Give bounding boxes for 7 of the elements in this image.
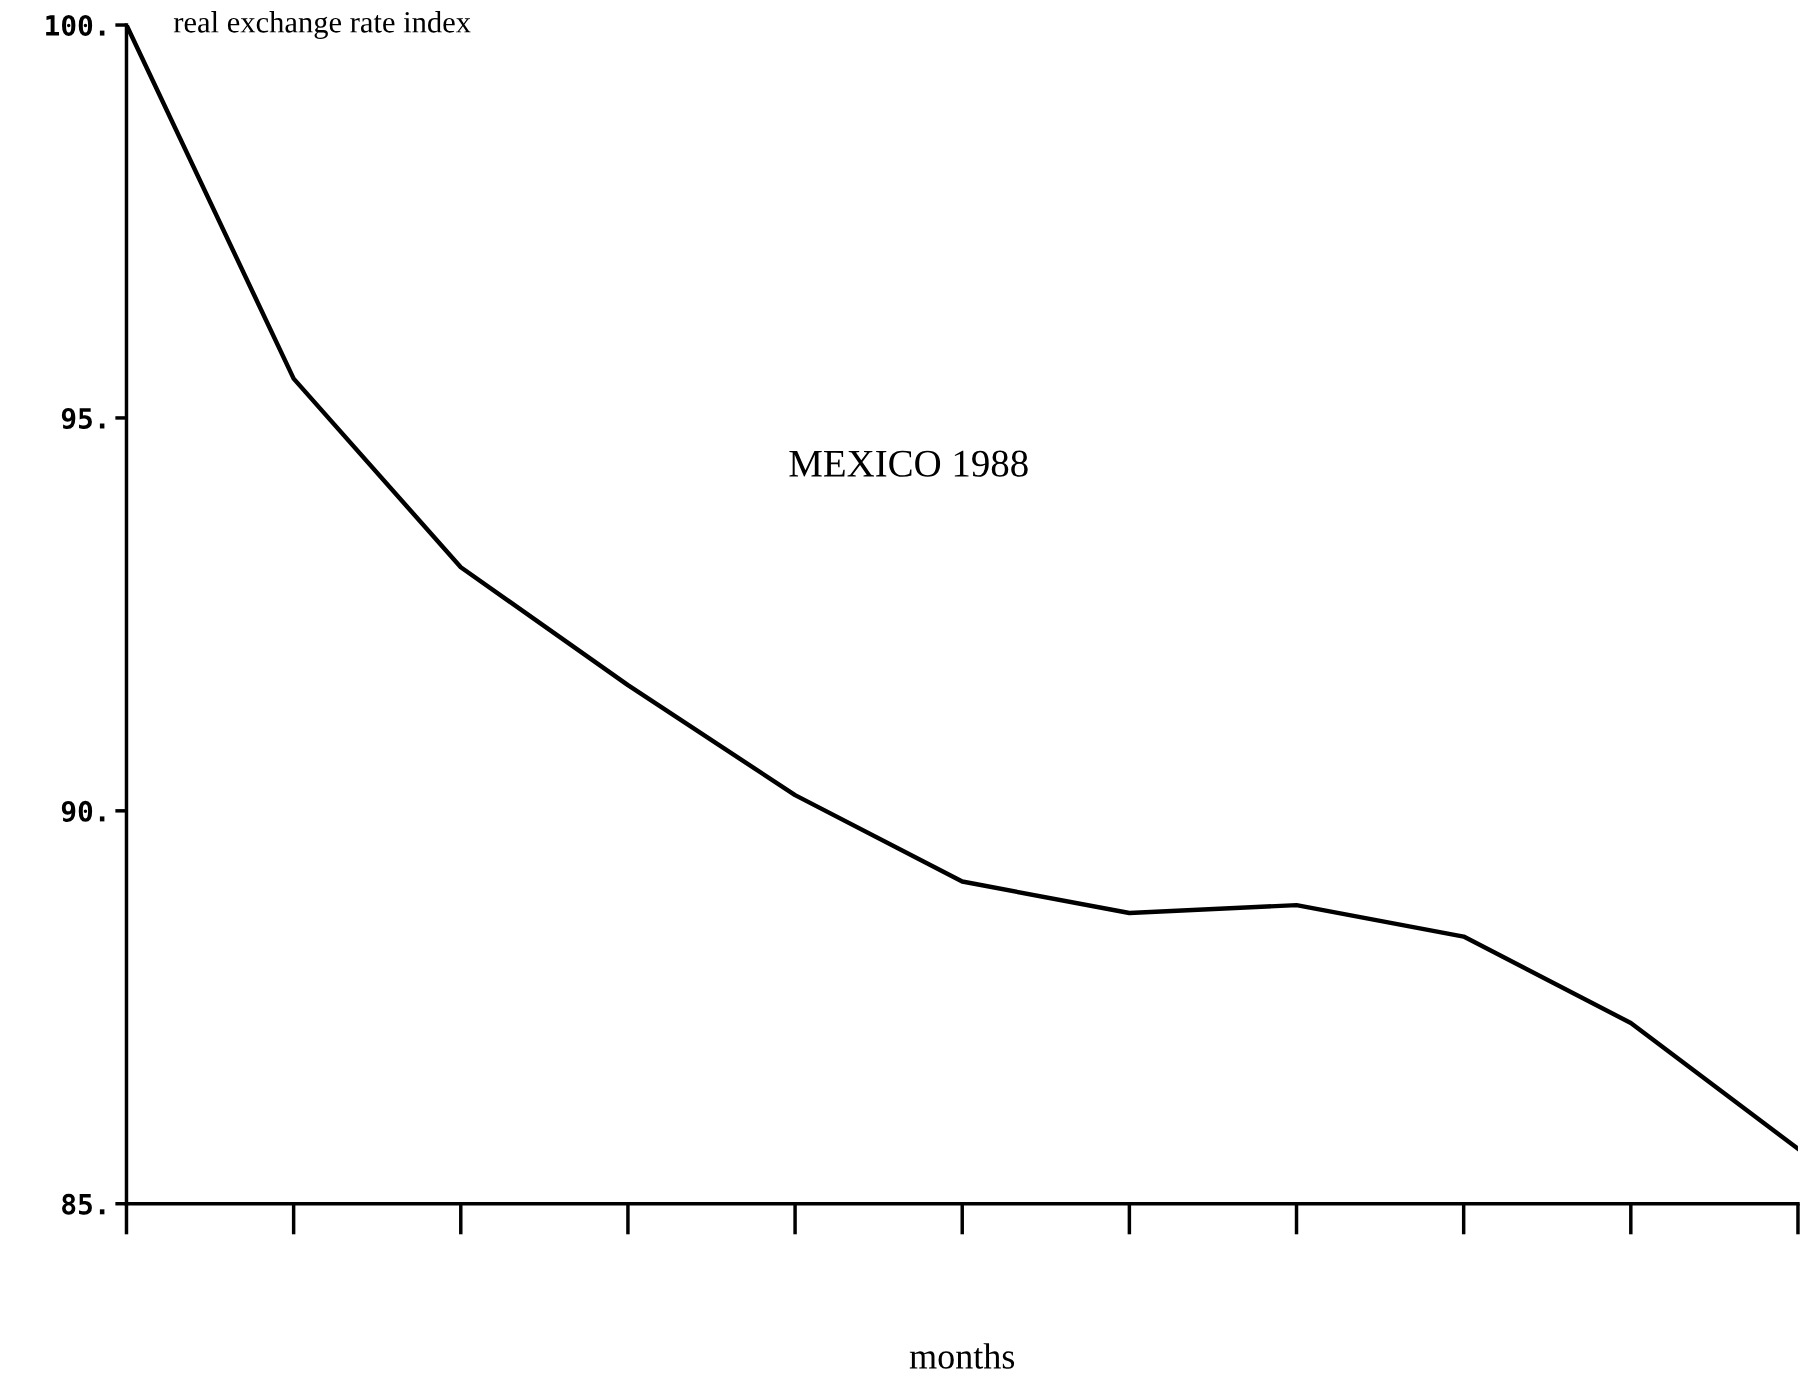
annotation: MEXICO 1988 [789, 450, 1028, 477]
y-axis-title: real exchange rate index [173, 11, 471, 39]
y-tick-label: 90. [61, 800, 105, 822]
y-tick-label: 100. [46, 14, 105, 36]
y-tick-label: 95. [61, 408, 105, 430]
y-tick-label: 85. [62, 1193, 105, 1215]
x-axis-title: months [909, 1343, 1015, 1369]
